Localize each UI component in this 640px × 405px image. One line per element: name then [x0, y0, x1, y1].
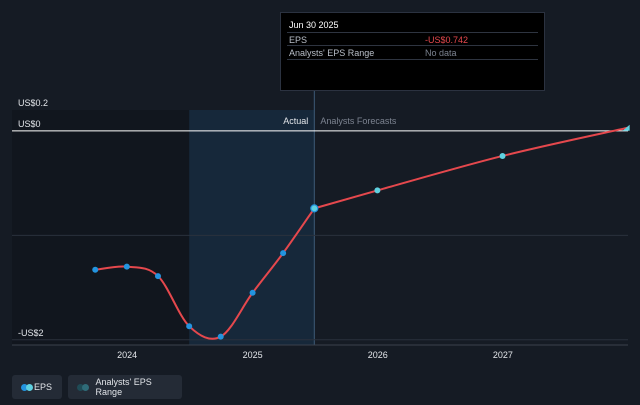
actual-region-label: Actual	[283, 116, 308, 126]
tooltip-range-label: Analysts' EPS Range	[289, 48, 375, 58]
y-tick-label: US$0.2	[18, 98, 48, 108]
actual-highlight-region	[189, 110, 315, 345]
y-axis-ticks: US$0.2 US$0 -US$2	[18, 98, 48, 338]
eps-actual-point[interactable]	[186, 323, 193, 330]
eps-forecast-end-marker[interactable]	[622, 124, 630, 131]
eps-actual-point[interactable]	[249, 289, 256, 296]
eps-actual-point[interactable]	[280, 250, 287, 257]
eps-actual-point[interactable]	[310, 204, 319, 213]
tooltip-range-value: No data	[425, 48, 457, 58]
y-tick-label: -US$2	[18, 328, 44, 338]
range-legend-icon	[77, 383, 90, 391]
eps-actual-point[interactable]	[217, 333, 224, 340]
tooltip-eps-label: EPS	[289, 35, 308, 45]
tooltip-row-eps: EPS -US$0.742	[287, 32, 538, 46]
eps-actual-point[interactable]	[154, 273, 161, 280]
eps-forecast-point[interactable]	[374, 187, 381, 194]
eps-points-layer	[92, 124, 630, 340]
y-tick-label: US$0	[18, 119, 41, 129]
gridlines	[12, 234, 628, 346]
legend-range-toggle[interactable]: Analysts' EPS Range	[68, 375, 182, 399]
tooltip-row-range: Analysts' EPS Range No data	[287, 45, 538, 60]
eps-actual-point[interactable]	[123, 263, 130, 270]
legend-eps-toggle[interactable]: EPS	[12, 375, 62, 399]
x-tick-label: 2025	[243, 350, 263, 360]
x-tick-label: 2024	[117, 350, 137, 360]
legend-eps-label: EPS	[33, 382, 52, 392]
forecast-region-label: Analysts Forecasts	[320, 116, 397, 126]
x-axis-ticks: 2024 2025 2026 2027	[117, 350, 513, 360]
eps-actual-point[interactable]	[92, 266, 99, 273]
legend-range-label: Analysts' EPS Range	[95, 377, 152, 397]
eps-forecast-line	[314, 126, 628, 210]
tooltip: Jun 30 2025 EPS -US$0.742 Analysts' EPS …	[280, 12, 545, 91]
tooltip-eps-value: -US$0.742	[425, 35, 469, 45]
eps-legend-icon	[21, 383, 33, 391]
tooltip-date: Jun 30 2025	[289, 20, 339, 30]
x-tick-label: 2027	[493, 350, 513, 360]
eps-forecast-point[interactable]	[499, 152, 506, 159]
x-tick-label: 2026	[368, 350, 388, 360]
